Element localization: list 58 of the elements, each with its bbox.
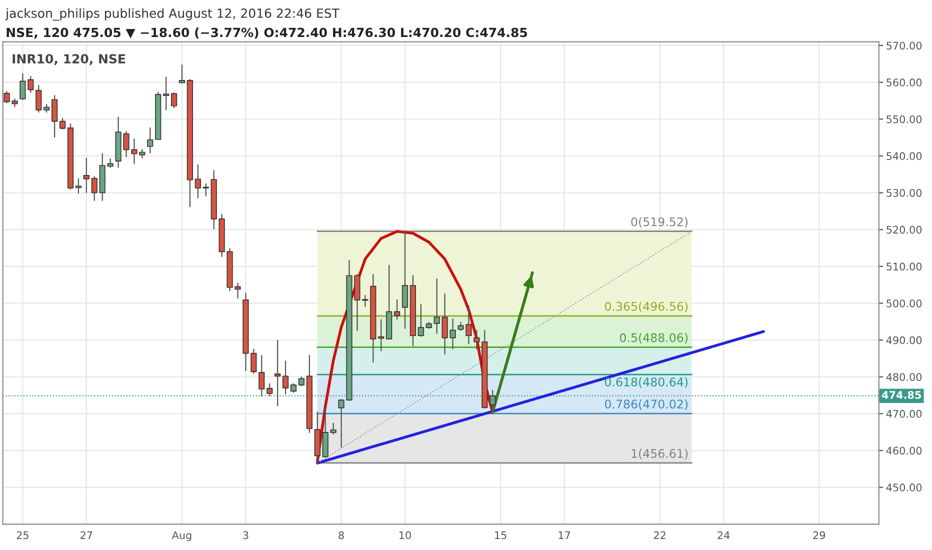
candlestick xyxy=(394,299,400,320)
ref-line-label: 474.85 xyxy=(882,390,921,399)
candlestick xyxy=(402,230,408,329)
x-tick-label: 24 xyxy=(718,531,730,540)
chart-subtitle: NSE, 120 475.05 ▼ −18.60 (−3.77%) O:472.40 H:476.30 L:470.20 C:474.85 xyxy=(6,28,528,39)
y-tick-label: 450.00 xyxy=(886,484,922,492)
candlestick xyxy=(170,92,178,108)
candlestick xyxy=(330,422,336,434)
y-tick-label: 550.00 xyxy=(886,115,922,124)
ref-line-label: 0.786(470.02) xyxy=(604,399,688,410)
chart-title: jackson_philips published August 12, 2016 22:46 EST xyxy=(5,8,340,21)
x-tick-label: 29 xyxy=(813,531,826,540)
y-tick-label: 460.00 xyxy=(886,446,922,455)
candlestick xyxy=(163,76,170,110)
y-tick-label: 530.00 xyxy=(886,188,922,197)
candlestick xyxy=(178,64,186,84)
y-tick-label: 560.00 xyxy=(886,78,922,86)
candlestick xyxy=(474,330,480,350)
x-tick-label: 8 xyxy=(338,531,344,540)
x-tick-label: 10 xyxy=(400,531,411,540)
candlestick xyxy=(258,354,265,396)
ref-line-label: 0.618(480.64) xyxy=(604,377,688,388)
ref-line-label: 1(456.61) xyxy=(632,448,688,460)
x-tick-label: 27 xyxy=(80,531,92,540)
y-tick-label: 510.00 xyxy=(886,262,922,271)
x-tick-label: 22 xyxy=(654,531,666,540)
y-tick-label: 520.00 xyxy=(886,226,922,234)
candlestick xyxy=(75,178,82,194)
y-tick-label: 480.00 xyxy=(886,373,922,381)
x-tick-label: 15 xyxy=(495,531,506,540)
y-tick-label: 500.00 xyxy=(886,299,922,308)
y-tick-label: 570.00 xyxy=(886,42,922,50)
candlestick xyxy=(59,118,66,130)
candlestick xyxy=(274,340,281,406)
x-tick-label: 3 xyxy=(243,531,248,540)
candlestick xyxy=(147,127,154,154)
candlestick xyxy=(202,183,209,196)
annotation: INR10, 120, NSE xyxy=(12,54,126,66)
ref-line-label: 0.365(496.56) xyxy=(604,302,688,312)
candlestick xyxy=(282,360,289,394)
candlestick xyxy=(91,176,98,202)
candlestick xyxy=(194,164,201,198)
candlestick xyxy=(378,319,384,352)
candlestick xyxy=(434,278,440,334)
candlestick xyxy=(83,158,90,193)
candlestick xyxy=(36,85,42,113)
x-tick-label: 17 xyxy=(558,531,570,540)
x-tick-label: Aug xyxy=(172,531,192,542)
y-tick-label: 490.00 xyxy=(886,336,922,344)
candlestick xyxy=(52,95,58,138)
candlestick xyxy=(418,304,424,337)
ref-line-label: 0(519.52) xyxy=(631,217,688,228)
y-tick-label: 470.00 xyxy=(886,410,922,418)
candlestick xyxy=(490,390,496,414)
y-tick-label: 540.00 xyxy=(886,152,922,160)
candlestick xyxy=(266,383,273,396)
ref-line-label: 0.5(488.06) xyxy=(620,333,688,344)
x-tick-label: 25 xyxy=(16,531,28,540)
